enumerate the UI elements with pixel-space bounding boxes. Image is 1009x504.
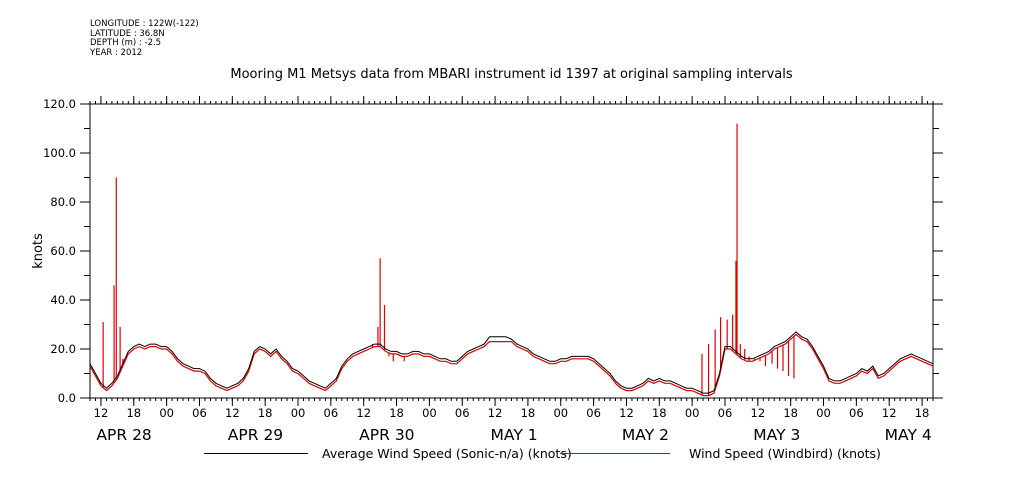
- x-hour-label: 12: [356, 406, 371, 420]
- x-hour-label: 12: [619, 406, 634, 420]
- x-hour-label: 06: [586, 406, 601, 420]
- legend-label-average: Average Wind Speed (Sonic-n/a) (knots): [322, 446, 572, 461]
- legend: Average Wind Speed (Sonic-n/a) (knots) W…: [0, 446, 1009, 466]
- x-hour-label: 12: [882, 406, 897, 420]
- longitude-text: LONGITUDE : 122W(-122): [90, 19, 199, 29]
- x-hour-label: 06: [324, 406, 339, 420]
- y-tick-label: 60.0: [50, 244, 76, 258]
- y-tick-label: 0.0: [58, 391, 76, 405]
- year-text: YEAR : 2012: [90, 47, 143, 58]
- x-hour-label: 18: [521, 406, 536, 420]
- x-hour-label: 18: [652, 406, 667, 420]
- series-windbird-line: [89, 333, 934, 397]
- x-hour-label: 18: [915, 406, 930, 420]
- x-date-label: MAY 1: [491, 426, 538, 444]
- x-hour-label: 00: [685, 406, 700, 420]
- x-date-label: MAY 2: [622, 426, 669, 444]
- y-tick-label: 100.0: [43, 146, 76, 160]
- x-hour-label: 18: [783, 406, 798, 420]
- x-hour-label: 00: [159, 406, 174, 420]
- x-date-label: APR 30: [359, 426, 414, 444]
- x-hour-label: 18: [258, 406, 273, 420]
- x-date-label: MAY 4: [885, 426, 932, 444]
- legend-label-windbird: Wind Speed (Windbird) (knots): [689, 446, 881, 461]
- legend-swatch-average: [204, 453, 308, 454]
- x-hour-label: 00: [553, 406, 568, 420]
- x-hour-label: 06: [718, 406, 733, 420]
- x-hour-label: 12: [225, 406, 240, 420]
- depth-text: DEPTH (m) : -2.5: [90, 38, 162, 48]
- x-hour-label: 00: [422, 406, 437, 420]
- x-hour-label: 06: [192, 406, 207, 420]
- x-date-label: APR 29: [228, 426, 283, 444]
- metadata-block: LONGITUDE : 122W(-122) LATITUDE : 36.8N …: [90, 19, 199, 58]
- latitude-text: LATITUDE : 36.8N: [90, 28, 165, 39]
- x-date-label: APR 28: [96, 426, 151, 444]
- chart-title: Mooring M1 Metsys data from MBARI instru…: [230, 67, 793, 82]
- x-hour-label: 00: [291, 406, 306, 420]
- y-tick-label: 80.0: [50, 195, 76, 209]
- legend-swatch-windbird: [560, 453, 670, 454]
- y-axis-label: knots: [31, 233, 46, 269]
- x-hour-label: 06: [455, 406, 470, 420]
- y-tick-label: 40.0: [50, 293, 76, 307]
- x-hour-label: 12: [751, 406, 766, 420]
- y-tick-label: 120.0: [43, 97, 76, 111]
- x-hour-label: 12: [94, 406, 109, 420]
- x-date-label: MAY 3: [753, 426, 800, 444]
- x-hour-label: 00: [816, 406, 831, 420]
- x-hour-label: 18: [389, 406, 404, 420]
- x-hour-label: 06: [849, 406, 864, 420]
- x-hour-label: 18: [126, 406, 141, 420]
- series-average-line: [89, 331, 934, 394]
- plot-frame: [89, 103, 934, 399]
- y-tick-label: 20.0: [50, 342, 76, 356]
- x-hour-label: 12: [488, 406, 503, 420]
